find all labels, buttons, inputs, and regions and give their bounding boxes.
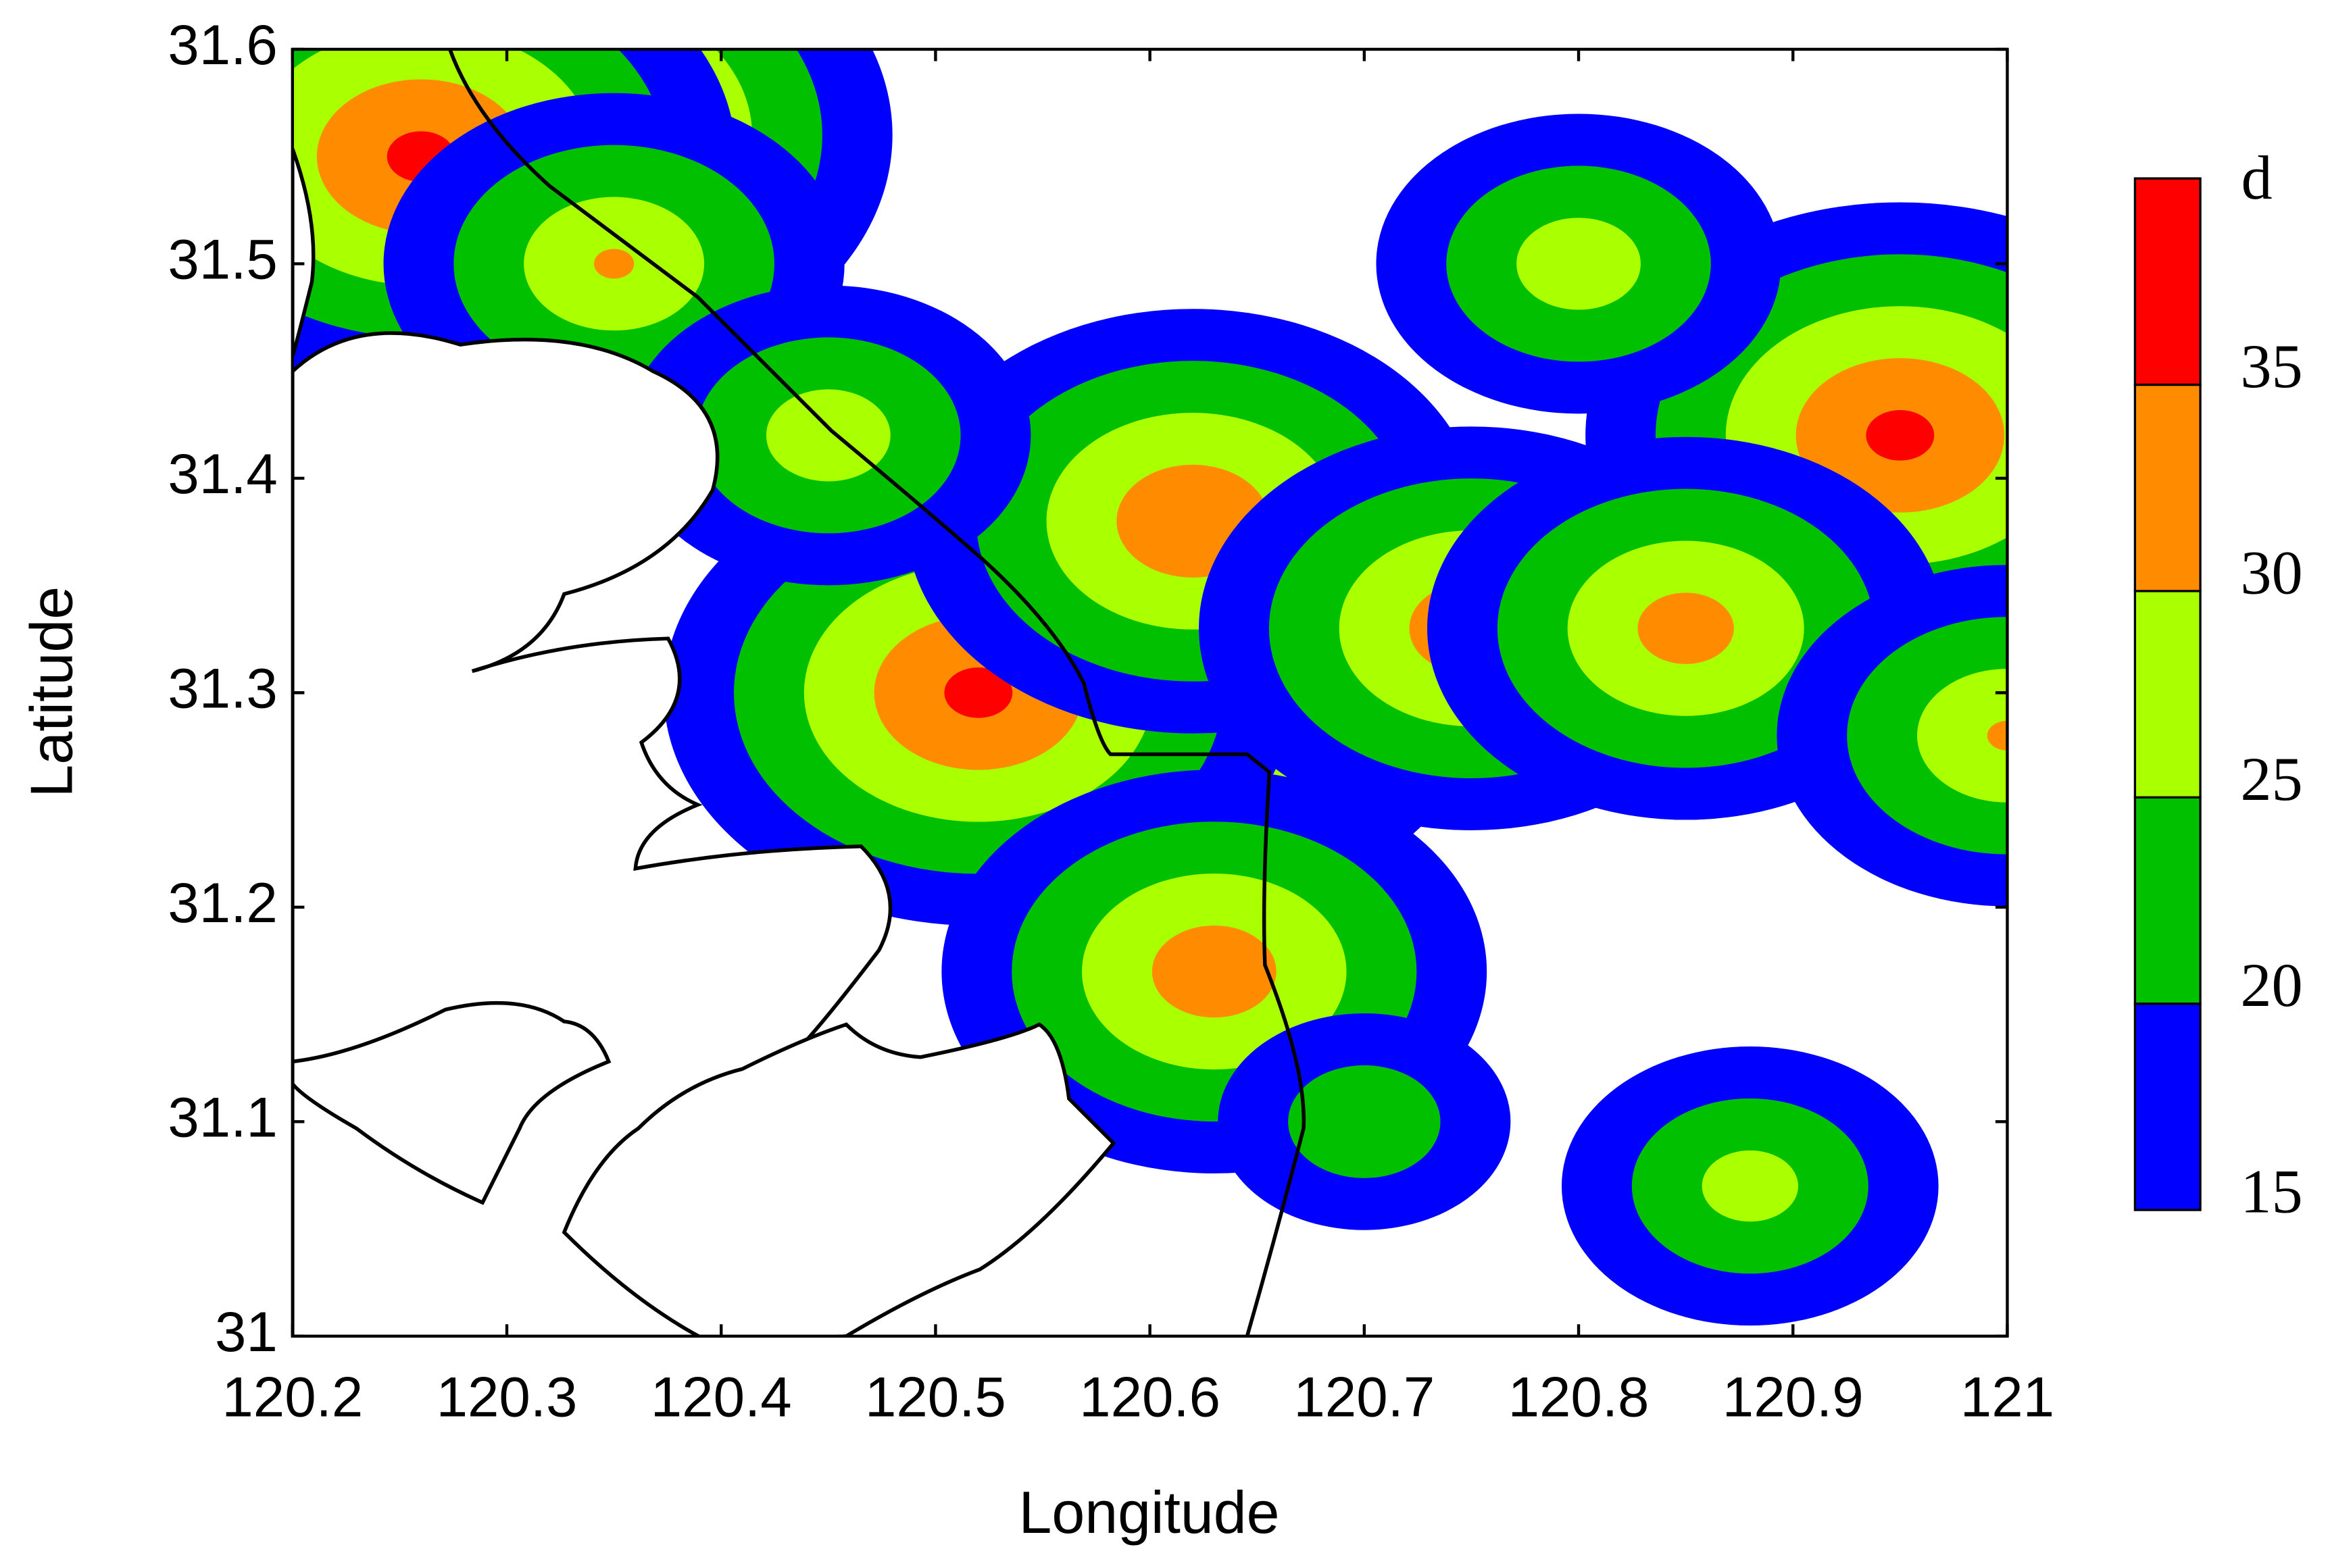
y-tick-label: 31.4 [168,442,277,505]
y-tick-label: 31.6 [168,13,277,76]
lake [292,148,316,357]
colorbar-label: 20 [2240,951,2302,1019]
contour-band [1866,410,1935,461]
lake [292,1001,612,1205]
colorbar-band [2133,383,2202,592]
y-tick-label: 31.3 [168,656,277,719]
x-tick-label: 121 [1960,1365,2054,1429]
contour-band [1917,669,2008,803]
contour-band [766,389,891,482]
lake [562,1022,1116,1336]
colorbar-unit: d [2241,143,2272,212]
colorbar-label: 30 [2240,538,2302,607]
x-tick-label: 120.2 [222,1365,363,1429]
lake-shoreline [292,148,1116,1336]
colorbar-band [2133,1003,2202,1211]
colorbar-label: 25 [2240,744,2302,813]
x-tick-label: 120.8 [1508,1365,1650,1429]
x-tick-label: 120.4 [651,1365,792,1429]
contour-band [1987,720,2008,751]
colorbar-band [2133,796,2202,1005]
contour-band [1516,218,1641,310]
border-line [448,49,1306,1337]
colorbar-band [2133,590,2202,799]
x-tick-label: 120.5 [865,1365,1006,1429]
y-tick-label: 31.5 [168,227,277,290]
x-tick-label: 120.3 [437,1365,578,1429]
contour-band [1702,1150,1798,1222]
colorbar-label: 35 [2240,332,2302,401]
colorbar-band [2133,177,2202,386]
y-tick-label: 31 [215,1300,278,1363]
contour-band [944,667,1013,718]
contour-band [1637,592,1734,664]
contour-band [1151,925,1277,1018]
y-axis-title: Latitude [18,586,85,798]
y-tick-label: 31.1 [168,1085,277,1148]
x-tick-label: 120.9 [1723,1365,1864,1429]
x-axis-title: Longitude [1019,1479,1280,1546]
contour-band [593,249,635,279]
contour-band [1288,1065,1441,1178]
x-tick-label: 120.7 [1293,1365,1435,1429]
colorbar-label: 15 [2240,1157,2302,1226]
x-tick-label: 120.6 [1079,1365,1220,1429]
y-tick-label: 31.2 [168,871,277,934]
